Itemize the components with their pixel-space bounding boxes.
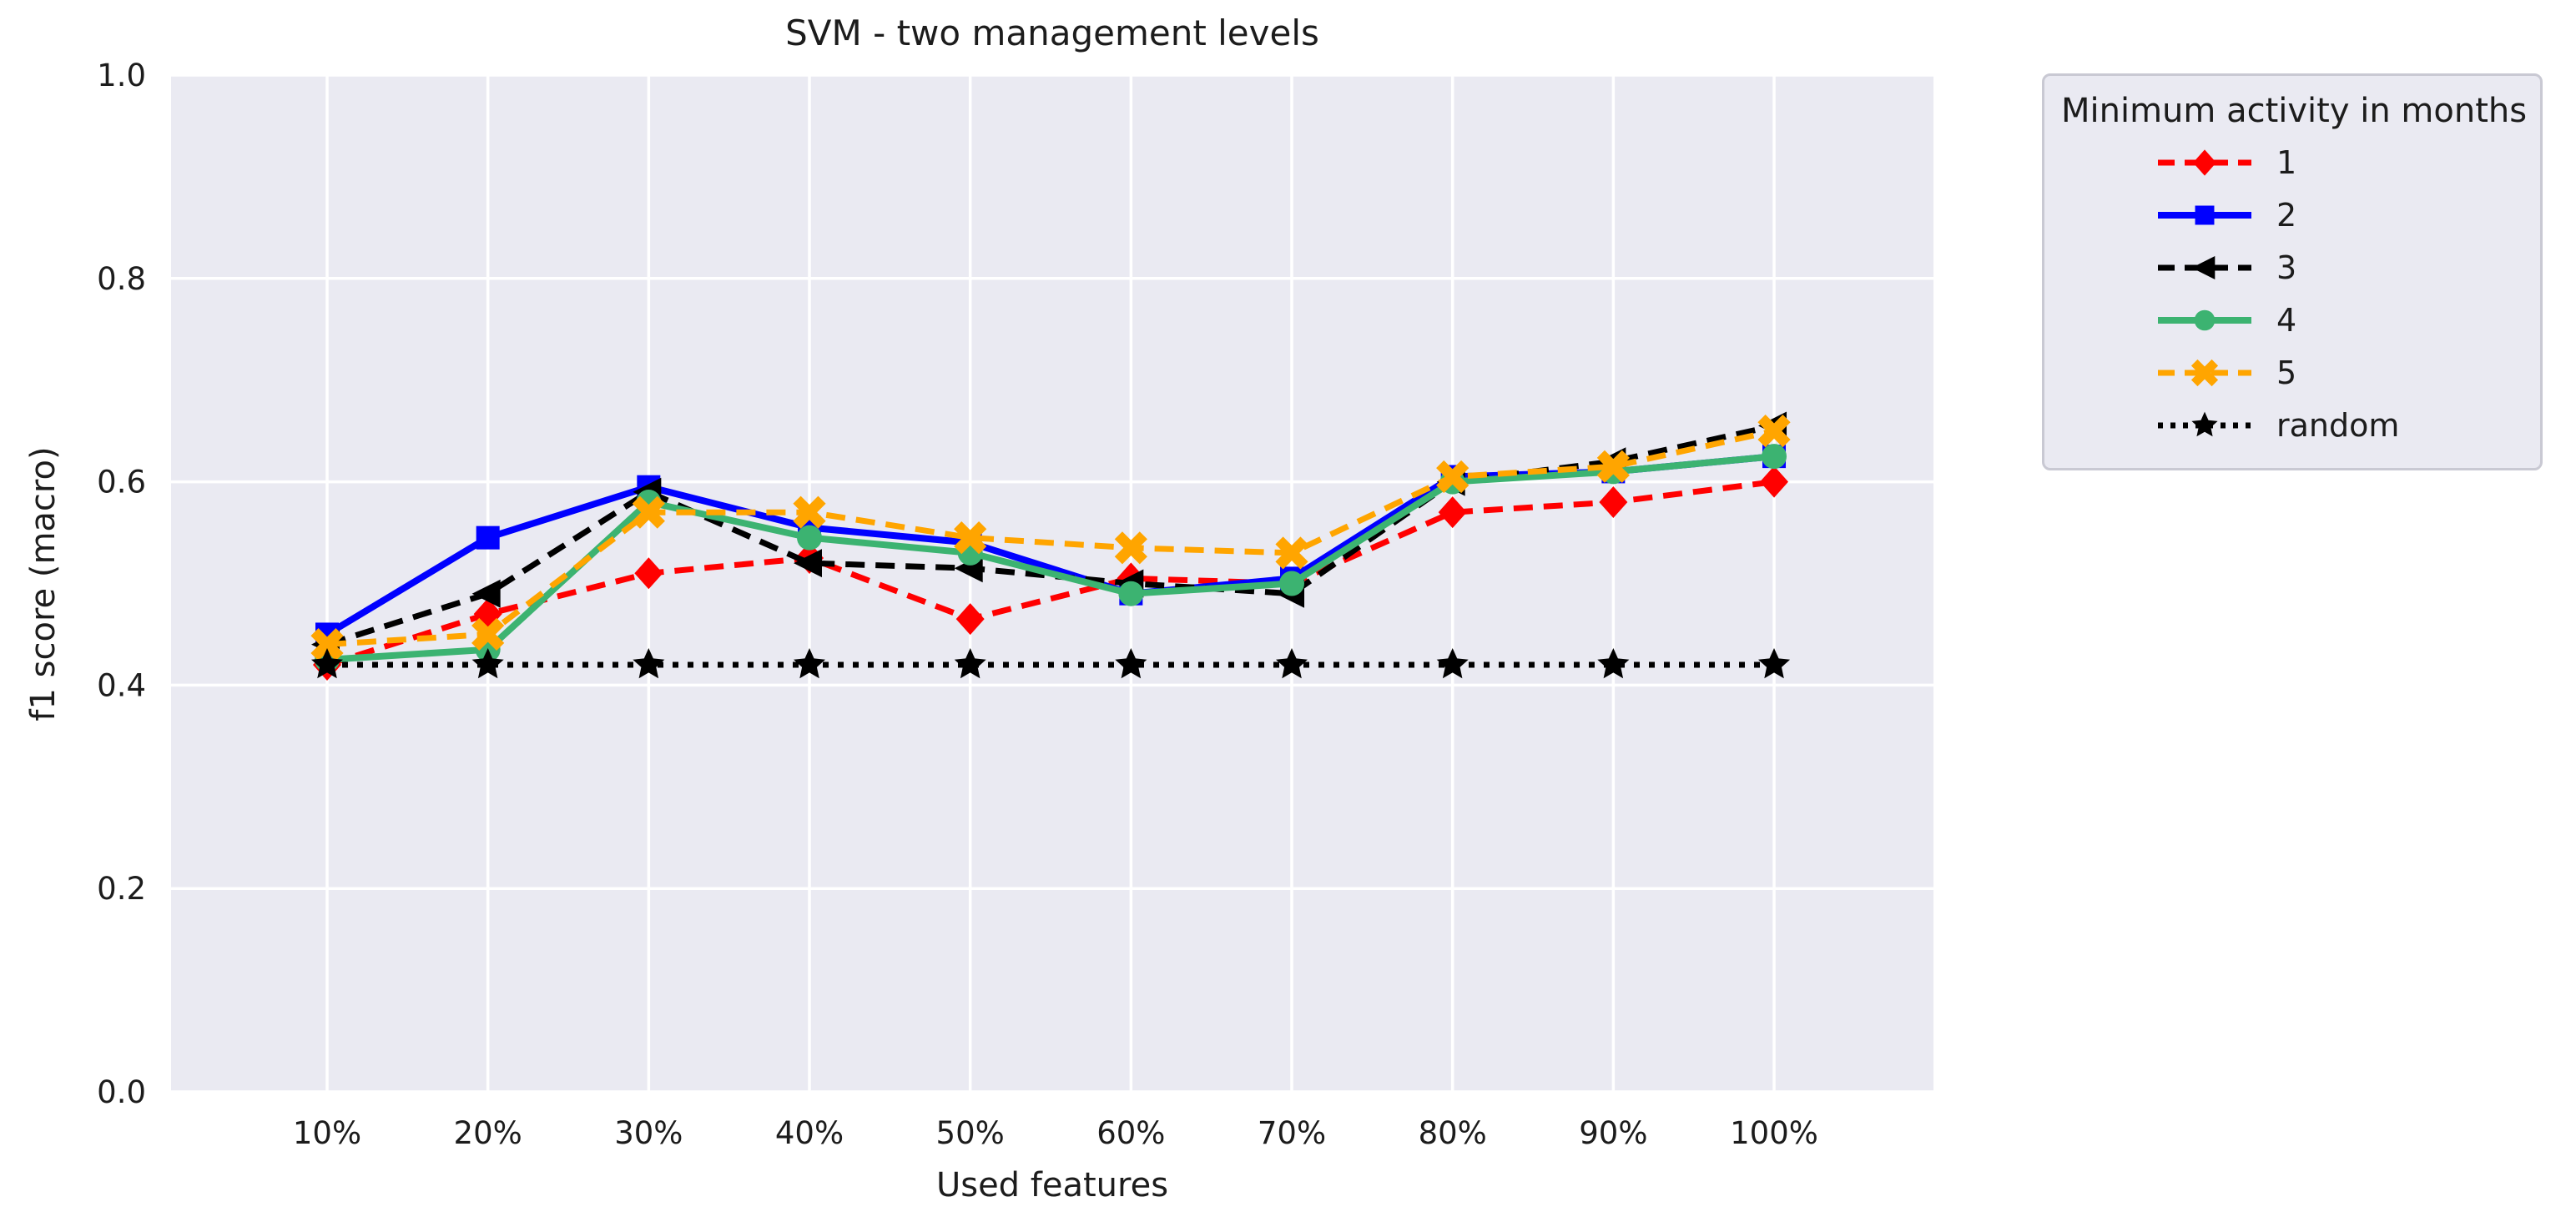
series-2-marker bbox=[476, 526, 500, 550]
series-4-marker bbox=[1762, 444, 1787, 470]
y-tick-label: 0.2 bbox=[97, 871, 146, 907]
y-tick-label: 0.4 bbox=[97, 667, 146, 703]
legend-item-5: 5 bbox=[2061, 346, 2523, 399]
series-5-marker bbox=[471, 617, 505, 651]
legend-item-label: 3 bbox=[2276, 249, 2297, 286]
legend-item-label: 1 bbox=[2276, 143, 2297, 181]
legend-sample-marker bbox=[2191, 255, 2216, 279]
series-5-marker bbox=[954, 521, 987, 555]
legend-sample-marker bbox=[2191, 411, 2218, 436]
series-random-marker bbox=[633, 648, 665, 679]
legend-item-label: 4 bbox=[2276, 301, 2297, 339]
x-tick-label: 100% bbox=[1730, 1115, 1818, 1151]
series-1-marker bbox=[634, 557, 663, 590]
series-5-marker bbox=[793, 495, 826, 529]
series-random-marker bbox=[1115, 648, 1147, 679]
series-4-marker bbox=[1118, 581, 1144, 606]
series-random-marker bbox=[794, 648, 825, 679]
legend-title: Minimum activity in months bbox=[2061, 92, 2528, 130]
series-1-marker bbox=[1599, 485, 1628, 518]
x-axis-label: Used features bbox=[935, 1166, 1169, 1204]
x-tick-label: 90% bbox=[1579, 1115, 1647, 1151]
series-1-marker bbox=[1438, 496, 1467, 529]
legend-marker-star-icon bbox=[2158, 411, 2251, 436]
legend-sample-marker bbox=[2194, 309, 2216, 330]
y-tick-label: 0.6 bbox=[97, 465, 146, 500]
legend-sample-marker bbox=[2193, 148, 2216, 176]
x-tick-label: 60% bbox=[1096, 1115, 1165, 1151]
x-tick-label: 10% bbox=[293, 1115, 361, 1151]
y-tick-label: 0.8 bbox=[97, 261, 146, 297]
series-random-marker bbox=[311, 648, 343, 679]
x-tick-label: 20% bbox=[454, 1115, 522, 1151]
series-random-marker bbox=[954, 648, 986, 679]
legend-item-label: random bbox=[2276, 406, 2400, 444]
series-4-line bbox=[326, 453, 1775, 663]
series-3-marker bbox=[794, 549, 823, 578]
legend-item-3: 3 bbox=[2061, 241, 2523, 294]
legend-sample-marker bbox=[2195, 205, 2215, 224]
legend-sample-marker bbox=[2190, 359, 2219, 386]
legend-item-random: random bbox=[2061, 399, 2523, 451]
legend-marker-square-icon bbox=[2158, 205, 2251, 224]
series-5-marker bbox=[1114, 531, 1147, 565]
series-1-marker bbox=[1760, 465, 1789, 498]
series-random bbox=[311, 648, 1791, 679]
series-5-marker bbox=[1275, 536, 1308, 570]
y-tick-label: 0.0 bbox=[97, 1074, 146, 1110]
series-random-marker bbox=[1276, 648, 1308, 679]
legend-item-2: 2 bbox=[2061, 189, 2523, 241]
legend-marker-x-icon bbox=[2158, 359, 2251, 386]
series-5-marker bbox=[310, 628, 344, 661]
y-tick-label: 1.0 bbox=[97, 58, 146, 93]
legend-marker-triangle-left-icon bbox=[2158, 255, 2251, 279]
tick-labels: 0.0 0.2 0.4 0.6 0.8 1.0 10% 20% 30% 40% 50% 60% 70% 8… bbox=[97, 58, 1818, 1151]
series-5-marker bbox=[632, 495, 665, 529]
legend-marker-diamond-icon bbox=[2158, 148, 2251, 176]
series-5 bbox=[310, 415, 1791, 661]
series-random-marker bbox=[1436, 648, 1469, 679]
x-tick-label: 50% bbox=[936, 1115, 1005, 1151]
series-random-marker bbox=[471, 648, 504, 679]
legend-item-4: 4 bbox=[2061, 294, 2523, 346]
x-tick-label: 40% bbox=[775, 1115, 844, 1151]
series-1-marker bbox=[955, 603, 985, 636]
x-tick-label: 30% bbox=[614, 1115, 683, 1151]
series-5-marker bbox=[1596, 450, 1630, 483]
legend-marker-circle-icon bbox=[2158, 309, 2251, 330]
legend-item-label: 2 bbox=[2276, 196, 2297, 234]
legend-item-label: 5 bbox=[2276, 354, 2297, 391]
series-random-marker bbox=[1597, 648, 1630, 679]
legend-item-1: 1 bbox=[2061, 136, 2523, 189]
chart-title: SVM - two management levels bbox=[785, 13, 1319, 53]
legend-items: 1 2 3 4 5 random bbox=[2061, 136, 2523, 451]
x-tick-label: 70% bbox=[1258, 1115, 1326, 1151]
series-4-marker bbox=[797, 525, 823, 551]
x-tick-label: 80% bbox=[1419, 1115, 1487, 1151]
series-5-marker bbox=[1757, 415, 1791, 448]
series-5-line bbox=[326, 428, 1775, 648]
series-4-marker bbox=[1279, 571, 1305, 596]
legend: Minimum activity in months 1 2 3 4 5 random bbox=[2042, 73, 2543, 470]
series-3-marker bbox=[471, 579, 501, 608]
series-1-line bbox=[325, 479, 1775, 668]
series-random-marker bbox=[1758, 648, 1791, 679]
plot-background bbox=[171, 75, 1933, 1092]
series-5-marker bbox=[1436, 460, 1469, 494]
